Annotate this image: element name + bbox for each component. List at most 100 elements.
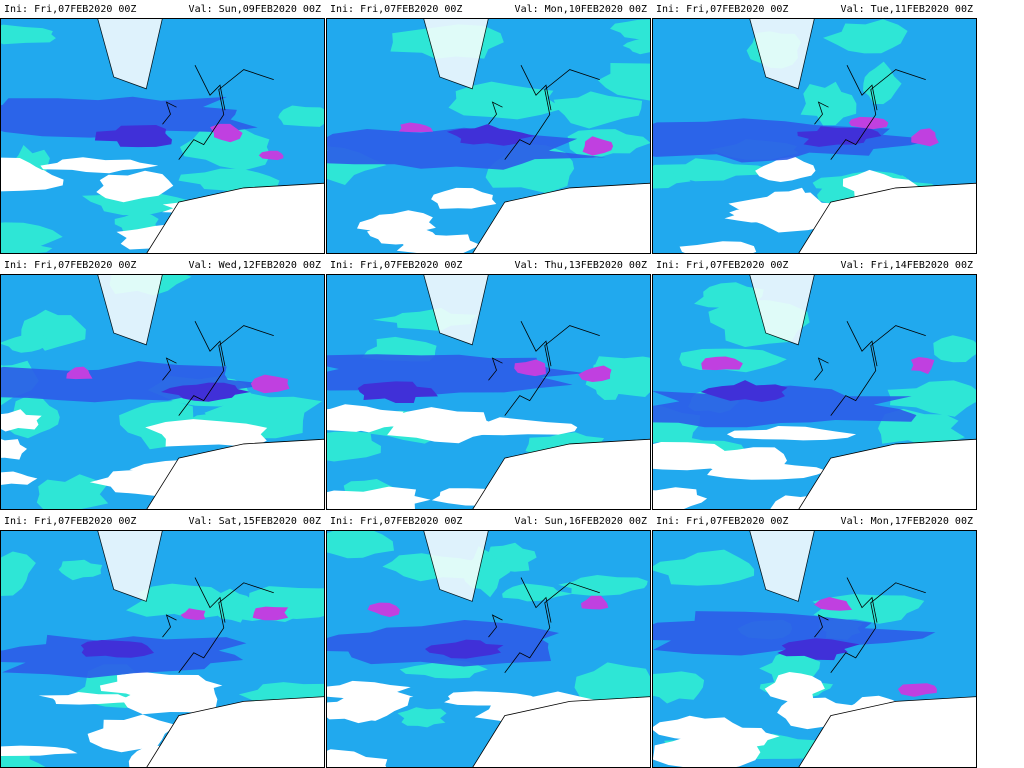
coastlines (814, 65, 926, 160)
extreme-precip (911, 128, 939, 147)
map-frame (326, 274, 651, 510)
extreme-precip (814, 597, 853, 611)
forecast-panel: Ini: Fri,07FEB2020 00Z Val: Sun,16FEB2020… (326, 516, 651, 768)
precip-map (0, 274, 325, 510)
heavy-core (94, 125, 172, 148)
light-precip (553, 91, 643, 129)
extreme-precip (367, 602, 400, 618)
init-time: Ini: Fri,07FEB2020 00Z (656, 4, 788, 15)
init-time: Ini: Fri,07FEB2020 00Z (656, 260, 788, 271)
precip-map (652, 18, 977, 254)
precip-map (0, 530, 325, 768)
extreme-precip (258, 150, 284, 161)
coastlines (162, 321, 274, 416)
light-precip (597, 63, 651, 101)
valid-time: Val: Sun,16FEB2020 00Z (515, 516, 647, 527)
heavy-core (161, 382, 251, 402)
africa-land (471, 438, 651, 510)
light-precip (652, 671, 705, 704)
init-time: Ini: Fri,07FEB2020 00Z (330, 4, 462, 15)
map-frame (652, 274, 977, 510)
greenland-land (749, 530, 815, 602)
no-precip (357, 210, 436, 234)
africa-land (797, 182, 977, 254)
valid-time: Val: Fri,14FEB2020 00Z (841, 260, 973, 271)
no-precip (40, 157, 159, 174)
light-precip (652, 549, 755, 586)
extreme-precip (399, 122, 434, 133)
no-precip (679, 241, 757, 254)
no-precip (431, 187, 497, 209)
forecast-panel: Ini: Fri,07FEB2020 00Z Val: Fri,14FEB2020… (652, 260, 977, 510)
no-precip (700, 447, 787, 475)
init-time: Ini: Fri,07FEB2020 00Z (330, 516, 462, 527)
init-time: Ini: Fri,07FEB2020 00Z (4, 4, 136, 15)
africa-land (797, 438, 977, 510)
light-precip (58, 559, 103, 581)
valid-time: Val: Thu,13FEB2020 00Z (515, 260, 647, 271)
extreme-precip (582, 136, 614, 156)
greenland-land (749, 274, 815, 346)
map-frame (652, 18, 977, 254)
extreme-precip (252, 606, 289, 621)
extreme-precip (250, 374, 290, 394)
map-frame (326, 18, 651, 254)
heavy-band (326, 620, 560, 667)
heavy-band (326, 127, 606, 170)
no-precip (652, 735, 761, 768)
no-precip (87, 714, 177, 753)
coastlines (488, 65, 600, 160)
forecast-panel: Ini: Fri,07FEB2020 00Z Val: Tue,11FEB2020… (652, 4, 977, 254)
light-precip (622, 37, 651, 55)
forecast-panel: Ini: Fri,07FEB2020 00Z Val: Sun,09FEB2020… (0, 4, 325, 254)
light-precip (0, 24, 56, 45)
no-precip (387, 407, 500, 444)
forecast-panel: Ini: Fri,07FEB2020 00Z Val: Mon,10FEB2020… (326, 4, 651, 254)
forecast-panel: Ini: Fri,07FEB2020 00Z Val: Wed,12FEB2020… (0, 260, 325, 510)
extreme-precip (581, 595, 609, 610)
light-precip (0, 238, 53, 254)
heavy-core (425, 639, 504, 659)
no-precip (0, 745, 78, 756)
heavy-core (797, 126, 882, 147)
init-time: Ini: Fri,07FEB2020 00Z (4, 260, 136, 271)
precip-map (652, 530, 977, 768)
greenland-land (97, 530, 163, 602)
no-precip (326, 749, 388, 768)
valid-time: Val: Sat,15FEB2020 00Z (189, 516, 321, 527)
no-precip (652, 487, 708, 510)
no-precip (652, 442, 726, 471)
init-time: Ini: Fri,07FEB2020 00Z (330, 260, 462, 271)
no-precip (755, 156, 816, 182)
valid-time: Val: Sun,09FEB2020 00Z (189, 4, 321, 15)
no-precip (145, 419, 268, 448)
heavy-band (0, 96, 258, 138)
light-precip (278, 105, 325, 127)
heavy-core (80, 640, 154, 658)
light-precip (558, 575, 648, 597)
no-precip (99, 671, 223, 699)
light-precip (180, 127, 271, 171)
africa-land (145, 696, 325, 768)
extreme-precip (210, 123, 243, 143)
no-precip (0, 471, 38, 485)
light-precip (36, 474, 109, 510)
light-precip (863, 61, 902, 105)
init-time: Ini: Fri,07FEB2020 00Z (656, 516, 788, 527)
precip-map (0, 18, 325, 254)
greenland-land (749, 18, 815, 90)
africa-land (145, 182, 325, 254)
valid-time: Val: Tue,11FEB2020 00Z (841, 4, 973, 15)
no-precip (652, 715, 744, 743)
forecast-panel: Ini: Fri,07FEB2020 00Z Val: Sat,15FEB2020… (0, 516, 325, 768)
light-precip (800, 81, 857, 126)
africa-land (471, 182, 651, 254)
greenland-land (423, 530, 489, 602)
extreme-precip (180, 608, 206, 621)
light-precip (126, 583, 241, 619)
valid-time: Val: Wed,12FEB2020 00Z (189, 260, 321, 271)
forecast-panel: Ini: Fri,07FEB2020 00Z Val: Mon,17FEB2020… (652, 516, 977, 768)
no-precip (96, 170, 174, 203)
extreme-precip (848, 116, 889, 130)
